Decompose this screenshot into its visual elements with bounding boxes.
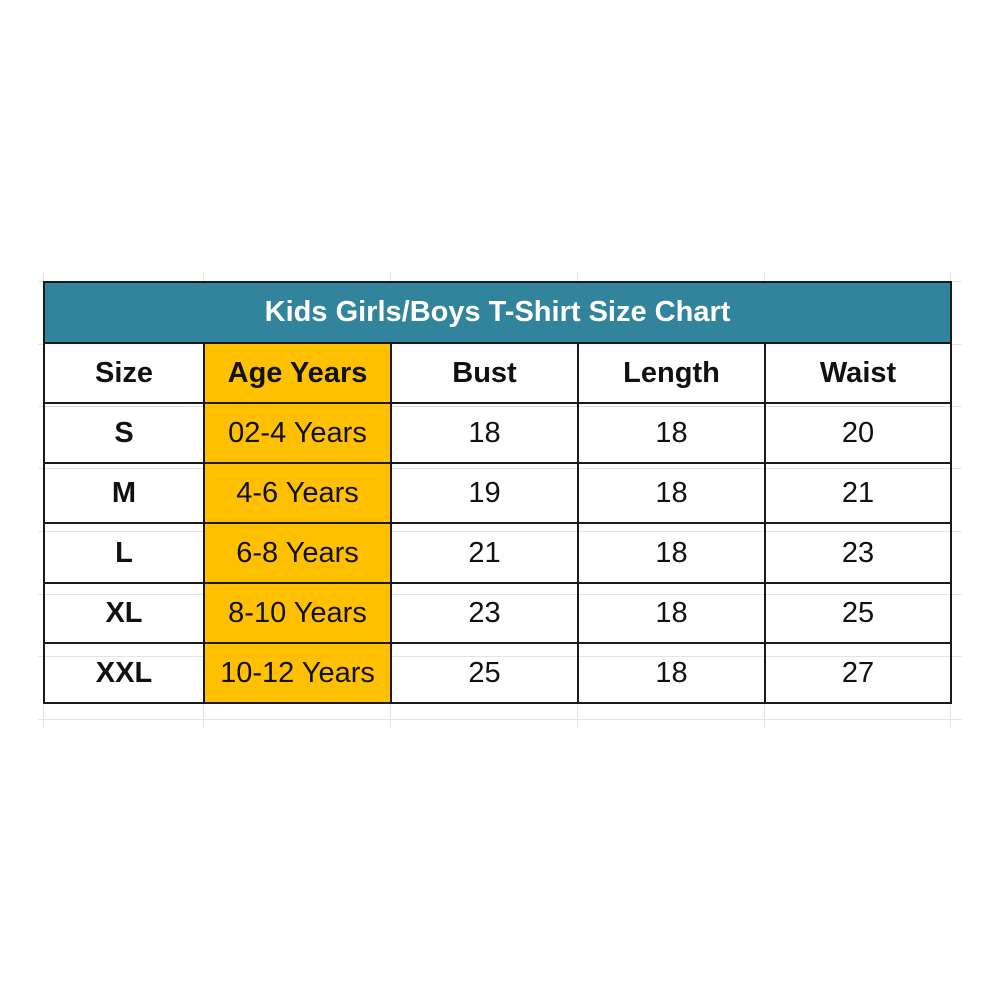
cell-bust: 21: [390, 522, 579, 584]
cell-bust: 23: [390, 582, 579, 644]
chart-title: Kids Girls/Boys T-Shirt Size Chart: [42, 281, 953, 344]
cell-size: M: [43, 462, 205, 524]
cell-age: 10-12 Years: [203, 642, 392, 704]
size-chart-table: Kids Girls/Boys T-Shirt Size Chart Size …: [42, 281, 953, 704]
cell-age: 02-4 Years: [203, 402, 392, 464]
cell-waist: 27: [763, 642, 953, 704]
cell-length: 18: [577, 462, 766, 524]
title-row: Kids Girls/Boys T-Shirt Size Chart: [42, 281, 953, 344]
header-waist: Waist: [763, 342, 953, 404]
cell-waist: 21: [763, 462, 953, 524]
table-row: XL 8-10 Years 23 18 25: [43, 582, 953, 644]
cell-size: XXL: [43, 642, 205, 704]
cell-length: 18: [577, 642, 766, 704]
cell-bust: 19: [390, 462, 579, 524]
header-bust: Bust: [390, 342, 579, 404]
header-length: Length: [577, 342, 766, 404]
cell-length: 18: [577, 402, 766, 464]
cell-size: S: [43, 402, 205, 464]
header-age: Age Years: [203, 342, 392, 404]
cell-length: 18: [577, 582, 766, 644]
gridline: [38, 719, 962, 720]
cell-bust: 25: [390, 642, 579, 704]
cell-waist: 20: [763, 402, 953, 464]
cell-size: XL: [43, 582, 205, 644]
table-row: S 02-4 Years 18 18 20: [43, 402, 953, 464]
cell-age: 4-6 Years: [203, 462, 392, 524]
table-row: XXL 10-12 Years 25 18 27: [43, 642, 953, 704]
table-row: L 6-8 Years 21 18 23: [43, 522, 953, 584]
cell-size: L: [43, 522, 205, 584]
cell-waist: 25: [763, 582, 953, 644]
cell-waist: 23: [763, 522, 953, 584]
table-row: M 4-6 Years 19 18 21: [43, 462, 953, 524]
header-row: Size Age Years Bust Length Waist: [43, 342, 953, 404]
cell-age: 8-10 Years: [203, 582, 392, 644]
cell-age: 6-8 Years: [203, 522, 392, 584]
header-size: Size: [43, 342, 205, 404]
cell-length: 18: [577, 522, 766, 584]
cell-bust: 18: [390, 402, 579, 464]
